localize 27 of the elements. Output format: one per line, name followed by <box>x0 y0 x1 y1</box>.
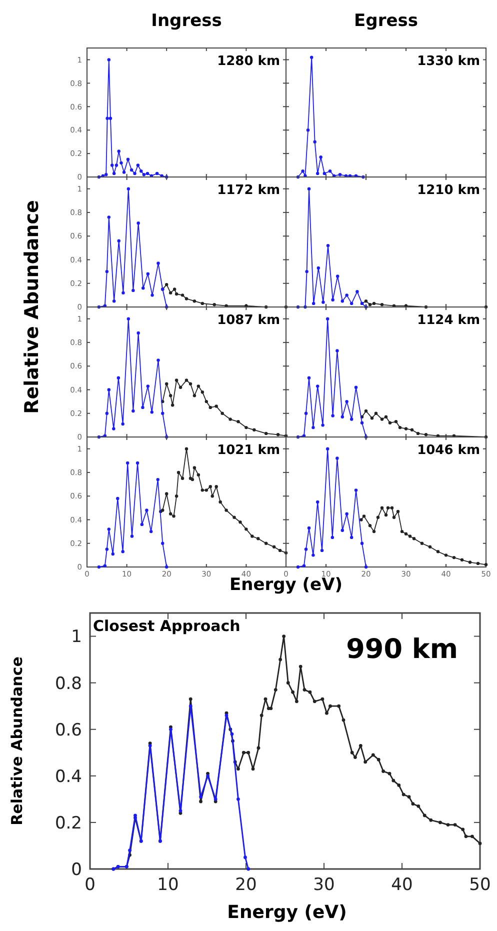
annotation: 1124 km <box>417 313 480 328</box>
x-axis-title: Energy (eV) <box>229 575 343 595</box>
x-axis-title: Energy (eV) <box>227 902 347 923</box>
annotation: 1087 km <box>217 313 280 328</box>
annotation: 1046 km <box>417 443 480 458</box>
y-tick-label: 0 <box>71 860 82 880</box>
annotation: 1330 km <box>417 54 480 69</box>
x-tick-label: 50 <box>469 875 491 895</box>
annotation: 1172 km <box>217 183 280 198</box>
y-tick-label: 0.8 <box>54 674 82 694</box>
y-tick-label: 0.2 <box>54 813 82 834</box>
y-tick-label: 0.4 <box>54 766 82 787</box>
y-axis-title: Relative Abundance <box>8 656 26 826</box>
chart-title: Egress <box>354 11 418 31</box>
annotation: 1210 km <box>417 183 480 198</box>
x-tick-label: 40 <box>391 875 413 895</box>
x-tick-label: 20 <box>235 875 257 895</box>
annotation: 1280 km <box>217 54 280 69</box>
y-tick-label: 0.6 <box>54 720 82 740</box>
annotation: Closest Approach <box>93 617 240 635</box>
y-axis-title: Relative Abundance <box>21 200 43 414</box>
chart-title: Ingress <box>151 11 222 31</box>
annotation: 1021 km <box>217 443 280 458</box>
x-tick-label: 10 <box>157 875 179 895</box>
annotation: 990 km <box>346 634 458 665</box>
y-tick-label: 1 <box>71 627 82 648</box>
x-tick-label: 30 <box>313 875 335 895</box>
